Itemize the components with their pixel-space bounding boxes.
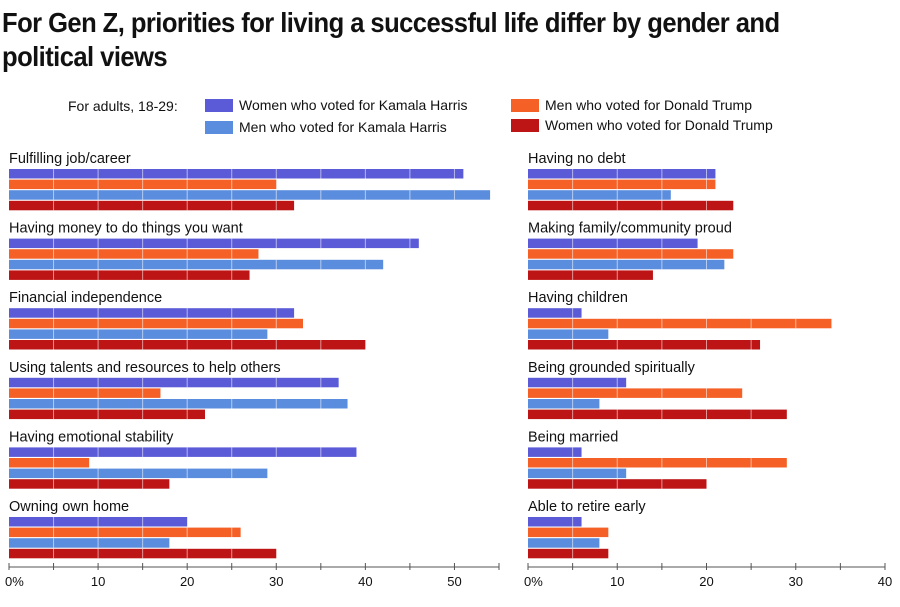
bar xyxy=(9,270,250,280)
bar xyxy=(9,538,170,548)
bar xyxy=(528,200,734,211)
bar xyxy=(9,190,491,200)
legend-item-men-harris: Men who voted for Kamala Harris xyxy=(205,119,447,135)
bar xyxy=(528,308,582,318)
x-tick-label: 10 xyxy=(610,574,624,589)
legend-label: Men who voted for Kamala Harris xyxy=(239,119,447,135)
bar xyxy=(9,329,268,339)
bar xyxy=(9,388,161,398)
bar xyxy=(528,190,671,200)
bar xyxy=(9,527,241,538)
bar xyxy=(528,399,600,409)
x-tick-label: 40 xyxy=(878,574,892,589)
category-label: Making family/community proud xyxy=(528,221,732,237)
bar xyxy=(9,377,339,388)
x-tick-label: 20 xyxy=(699,574,713,589)
bar xyxy=(528,179,716,190)
bar xyxy=(528,468,627,479)
chart-title: For Gen Z, priorities for living a succe… xyxy=(2,7,780,72)
bar xyxy=(528,270,653,280)
bar xyxy=(528,329,609,339)
legend-item-women-harris: Women who voted for Kamala Harris xyxy=(205,97,468,113)
bar xyxy=(528,377,627,388)
bar xyxy=(528,548,609,559)
bar xyxy=(9,169,464,179)
legend-label: Women who voted for Kamala Harris xyxy=(239,97,468,113)
bar xyxy=(528,318,832,329)
legend-label: Women who voted for Donald Trump xyxy=(545,117,773,133)
legend-item-women-trump: Women who voted for Donald Trump xyxy=(511,117,773,133)
bar xyxy=(9,308,295,318)
bar xyxy=(528,259,725,270)
category-label: Using talents and resources to help othe… xyxy=(9,360,281,376)
bar xyxy=(528,409,787,420)
bar xyxy=(9,479,170,489)
legend-swatch xyxy=(511,98,539,112)
x-tick-label: 0% xyxy=(524,574,543,589)
bar xyxy=(9,318,303,329)
category-label: Having money to do things you want xyxy=(9,221,243,237)
x-tick-label: 50 xyxy=(447,574,461,589)
bar xyxy=(9,238,419,249)
bar xyxy=(528,249,734,259)
x-tick-label: 30 xyxy=(269,574,283,589)
category-label: Being grounded spiritually xyxy=(528,360,696,376)
category-label: Being married xyxy=(528,429,618,445)
legend-swatch xyxy=(511,118,539,132)
x-tick-label: 0% xyxy=(5,574,24,589)
bar xyxy=(528,447,582,457)
category-label: Owning own home xyxy=(9,499,129,515)
bar xyxy=(9,249,259,259)
x-tick-label: 10 xyxy=(91,574,105,589)
legend-item-men-trump: Men who voted for Donald Trump xyxy=(511,97,752,113)
x-tick-label: 30 xyxy=(789,574,803,589)
category-label: Having no debt xyxy=(528,151,626,167)
legend-label: Men who voted for Donald Trump xyxy=(545,97,752,113)
legend-swatch xyxy=(205,98,233,112)
bar xyxy=(9,468,268,479)
x-tick-label: 40 xyxy=(358,574,372,589)
x-tick-label: 20 xyxy=(180,574,194,589)
legend-swatch xyxy=(205,120,233,134)
bar xyxy=(528,458,787,468)
bar xyxy=(9,447,357,457)
category-label: Fulfilling job/career xyxy=(9,151,131,167)
bar xyxy=(9,409,205,420)
bar xyxy=(528,388,743,398)
category-label: Financial independence xyxy=(9,290,162,306)
bar xyxy=(528,238,698,249)
bar xyxy=(528,340,761,350)
bar xyxy=(528,527,609,538)
bar xyxy=(9,259,384,270)
bar xyxy=(528,169,716,179)
bar xyxy=(9,200,295,211)
legend-prefix: For adults, 18-29: xyxy=(68,98,178,114)
bar xyxy=(9,399,348,409)
bar xyxy=(528,538,600,548)
category-label: Having emotional stability xyxy=(9,429,174,445)
bar xyxy=(528,517,582,527)
category-label: Able to retire early xyxy=(528,499,646,515)
category-label: Having children xyxy=(528,290,628,306)
bar xyxy=(9,458,90,468)
